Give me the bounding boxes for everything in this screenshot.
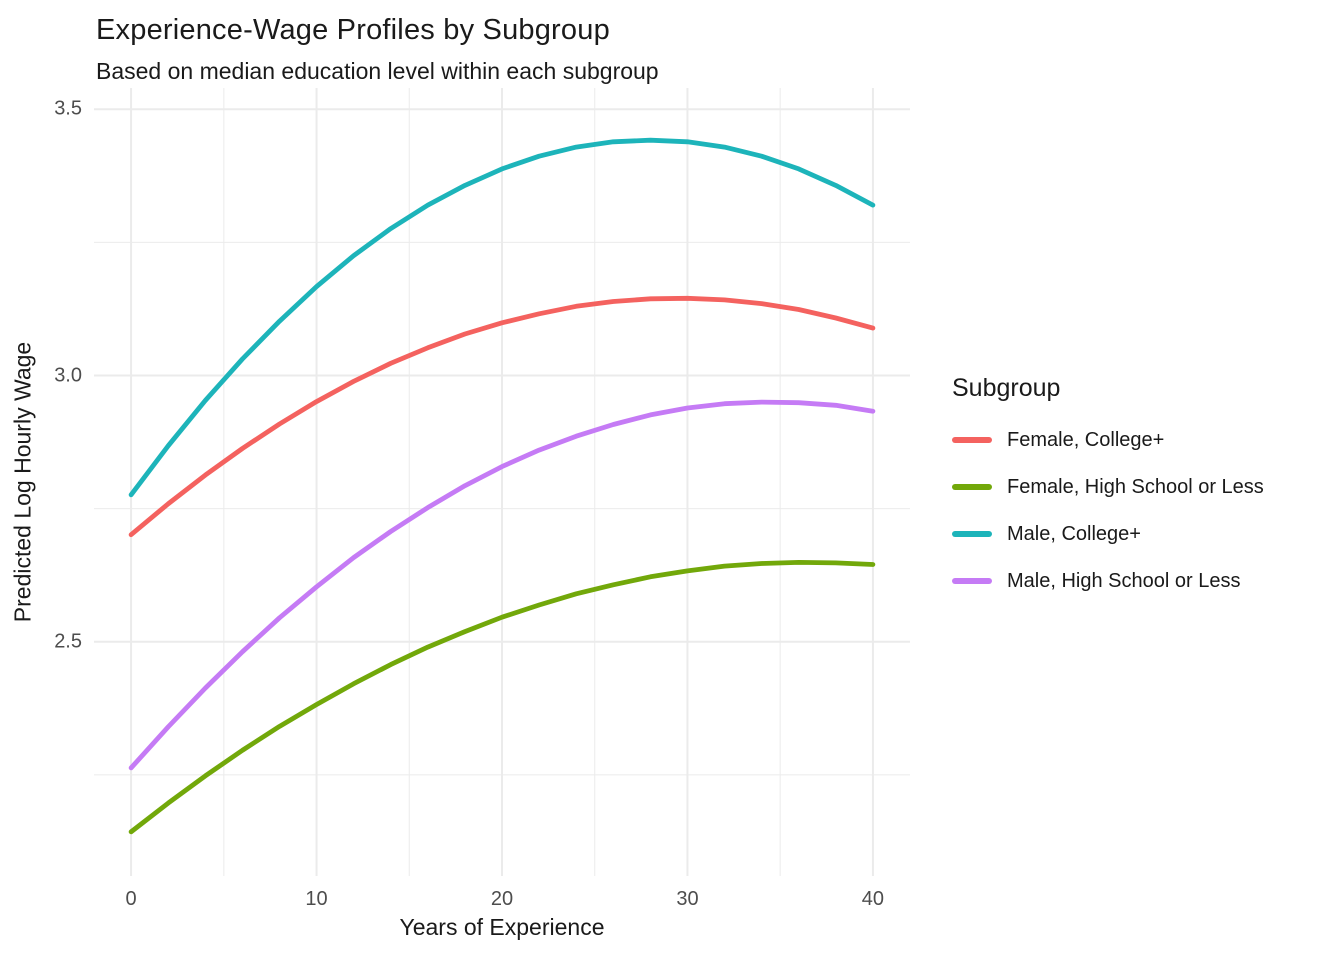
x-tick-label: 30: [676, 888, 699, 910]
legend-key-line: [952, 531, 992, 537]
x-tick-label: 0: [125, 888, 137, 910]
legend-item: Male, High School or Less: [952, 568, 1332, 594]
legend-title: Subgroup: [952, 374, 1061, 402]
series-line-male-college-: [128, 137, 876, 498]
series-line-male-high-school-or-less: [128, 399, 876, 771]
y-tick-label: 3.0: [54, 364, 82, 386]
legend-label: Male, High School or Less: [1007, 569, 1241, 592]
x-tick-label: 40: [861, 888, 885, 910]
y-tick-label: 2.5: [54, 630, 82, 653]
legend-item: Female, High School or Less: [952, 474, 1332, 500]
series-line-female-high-school-or-less: [128, 560, 876, 835]
y-tick-label: 3.5: [54, 97, 82, 120]
series-line-female-college-: [128, 295, 876, 538]
x-tick-label: 20: [490, 888, 514, 910]
x-tick-label: 10: [305, 888, 328, 910]
x-axis-title: Years of Experience: [399, 914, 605, 940]
legend-label: Female, High School or Less: [1007, 475, 1264, 498]
legend-label: Female, College+: [1007, 428, 1165, 451]
legend: Subgroup Female, College+ Female, High Sc…: [952, 374, 1332, 615]
legend-key-line: [952, 484, 992, 490]
legend-label: Male, College+: [1007, 522, 1141, 545]
legend-key-line: [952, 437, 992, 443]
legend-key-line: [952, 578, 992, 584]
legend-item: Female, College+: [952, 427, 1332, 453]
legend-items: Female, College+ Female, High School or L…: [952, 427, 1332, 594]
chart-title: Experience-Wage Profiles by Subgroup: [96, 14, 610, 46]
chart-subtitle: Based on median education level within e…: [96, 58, 659, 84]
legend-item: Male, College+: [952, 521, 1332, 547]
